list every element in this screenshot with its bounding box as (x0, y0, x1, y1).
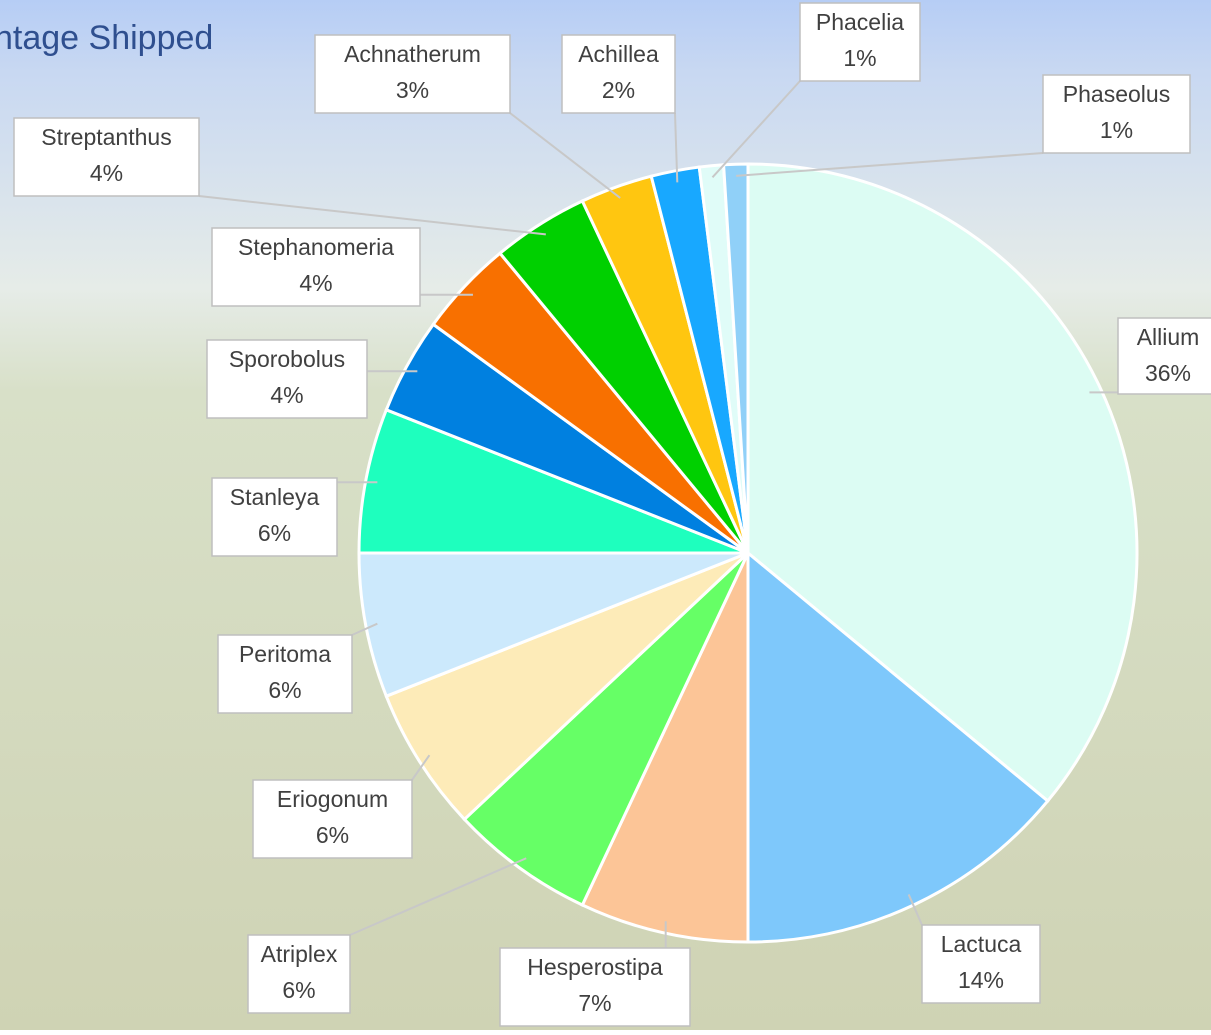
leader-line (674, 112, 679, 183)
slice-value-label: 6% (258, 520, 291, 546)
slice-label: Achillea (578, 41, 659, 67)
label-box (252, 779, 413, 859)
slice-label: Peritoma (239, 641, 331, 667)
slice-label: Stephanomeria (238, 234, 394, 260)
slice-value-label: 6% (316, 822, 349, 848)
slice-value-label: 4% (270, 382, 303, 408)
slice-value-label: 2% (602, 77, 635, 103)
pie-slice (580, 552, 750, 944)
leader-line (711, 80, 801, 179)
pie-slice (357, 551, 749, 699)
leader-line (411, 754, 431, 781)
pie-slice (462, 551, 750, 907)
leader-line (351, 622, 378, 636)
slice-label: Hesperostipa (527, 954, 663, 980)
pie-slice (384, 551, 750, 822)
label-box (1117, 317, 1211, 395)
slice-value-label: 4% (90, 160, 123, 186)
pie-slice (357, 407, 749, 555)
slice-label: Phaseolus (1063, 81, 1170, 107)
leader-line (736, 152, 1044, 177)
slice-value-label: 14% (958, 967, 1004, 993)
slice-value-label: 6% (268, 677, 301, 703)
slice-value-label: 1% (1100, 117, 1133, 143)
slice-value-label: 3% (396, 77, 429, 103)
label-box (921, 924, 1041, 1004)
label-box (247, 934, 351, 1014)
label-box (561, 34, 676, 114)
pie-slice (746, 162, 1139, 804)
slice-value-label: 7% (578, 990, 611, 1016)
slice-label: Phacelia (816, 9, 904, 35)
slice-label: Achnatherum (344, 41, 481, 67)
slice-value-label: 1% (843, 45, 876, 71)
label-box (217, 634, 353, 714)
leader-line (198, 195, 546, 236)
slice-value-label: 4% (299, 270, 332, 296)
slice-value-label: 6% (282, 977, 315, 1003)
label-box (211, 227, 421, 307)
label-box (1042, 74, 1191, 154)
slice-label: Atriplex (261, 941, 338, 967)
label-box (13, 117, 200, 197)
slice-label: Eriogonum (277, 786, 388, 812)
chart-title: ntage Shipped (0, 19, 213, 57)
label-box (206, 339, 368, 419)
label-box (211, 477, 338, 557)
slice-label: Lactuca (941, 931, 1022, 957)
label-box (314, 34, 511, 114)
leader-line (509, 112, 621, 199)
slice-label: Sporobolus (229, 346, 345, 372)
leader-line (907, 894, 923, 926)
slice-label: Stanleya (230, 484, 320, 510)
leader-line (349, 857, 527, 936)
label-box (799, 2, 921, 82)
slice-label: Allium (1137, 324, 1200, 350)
slice-label: Streptanthus (41, 124, 171, 150)
slice-value-label: 36% (1145, 360, 1191, 386)
label-box (499, 947, 691, 1027)
